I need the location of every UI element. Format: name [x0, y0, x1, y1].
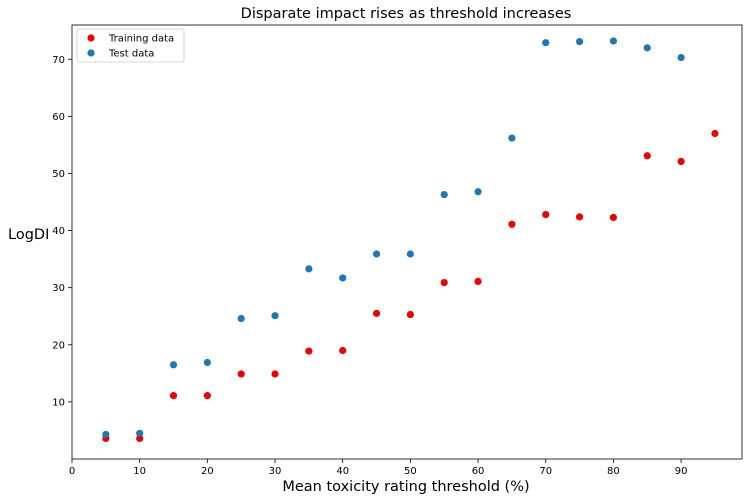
legend-marker-training-data: [87, 34, 95, 42]
x-axis-label: Mean toxicity rating threshold (%): [282, 479, 529, 495]
training-data-point: [136, 434, 144, 443]
x-tick-label: 40: [336, 466, 349, 477]
training-data-point: [406, 310, 414, 319]
test-data-point: [305, 265, 313, 273]
y-tick-label: 70: [52, 55, 65, 66]
test-data-point: [136, 429, 144, 437]
legend: Training data Test data: [76, 28, 185, 63]
test-data-point: [372, 250, 381, 258]
training-data-point: [575, 213, 584, 221]
y-tick-label: 60: [52, 112, 65, 123]
training-data-point: [677, 157, 685, 166]
training-data-point: [339, 346, 347, 355]
x-tick-label: 60: [472, 466, 485, 477]
training-data-point: [305, 347, 313, 355]
y-tick-label: 20: [52, 340, 65, 351]
y-tick-label: 40: [52, 226, 65, 237]
test-data-point: [339, 274, 347, 282]
x-tick-label: 10: [133, 466, 146, 477]
legend-marker-test-data: [87, 49, 95, 57]
test-data-point: [474, 188, 482, 196]
y-tick-label: 50: [52, 169, 65, 180]
training-data-point: [474, 277, 482, 286]
legend-box: [76, 28, 185, 63]
test-data-point: [169, 361, 178, 369]
y-tick-label: 30: [52, 283, 65, 294]
chart-title: Disparate impact rises as threshold incr…: [241, 6, 572, 22]
test-data-point: [271, 312, 279, 320]
x-tick-label: 20: [201, 466, 214, 477]
test-data-point: [609, 37, 618, 45]
training-data-point: [169, 392, 178, 400]
x-tick-label: 70: [539, 466, 552, 477]
test-data-point: [237, 314, 245, 323]
test-data-point: [102, 430, 110, 439]
test-data-point: [440, 191, 448, 199]
training-data-point: [508, 220, 516, 228]
plot-area: 0 10 20 30 40 50 60 70 80 90 10 20 30 40 50 60 70: [52, 24, 743, 477]
y-tick-label: 10: [52, 397, 65, 408]
test-data-point: [677, 53, 685, 62]
test-data-point: [643, 44, 651, 52]
test-data-point: [203, 358, 211, 367]
training-data-point: [711, 129, 719, 138]
training-data-point: [271, 370, 279, 378]
training-data-point: [542, 210, 550, 219]
training-data-point: [372, 309, 381, 317]
training-data-point: [609, 213, 618, 222]
test-data-point: [542, 39, 550, 47]
x-tick-label: 0: [69, 466, 75, 477]
training-data-point: [237, 370, 245, 378]
legend-label-training-data: Training data: [108, 34, 174, 45]
x-tick-label: 90: [675, 466, 688, 477]
y-axis-label: LogDI: [8, 227, 49, 243]
test-data-point: [508, 134, 516, 142]
x-tick-label: 30: [269, 466, 282, 477]
test-data-point: [575, 37, 584, 46]
training-data-point: [440, 278, 448, 287]
legend-label-test-data: Test data: [108, 49, 154, 60]
axes-frame: [71, 24, 743, 460]
x-tick-label: 50: [404, 466, 417, 477]
training-data-point: [643, 152, 651, 160]
test-data-point: [406, 250, 414, 258]
x-tick-label: 80: [607, 466, 620, 477]
training-data-point: [203, 392, 211, 400]
